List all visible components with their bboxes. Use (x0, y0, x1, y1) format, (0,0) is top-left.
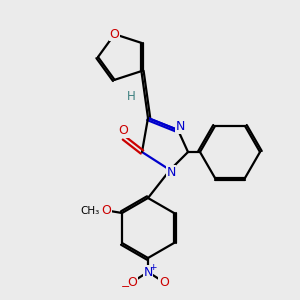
Text: O: O (118, 124, 128, 137)
Text: CH₃: CH₃ (80, 206, 100, 216)
Text: +: + (149, 263, 157, 272)
Text: O: O (110, 28, 119, 41)
Text: N: N (143, 266, 153, 278)
Text: O: O (159, 275, 169, 289)
Text: H: H (127, 90, 135, 103)
Text: O: O (127, 275, 137, 289)
Text: N: N (175, 121, 185, 134)
Text: O: O (101, 205, 111, 218)
Text: N: N (166, 166, 176, 178)
Text: −: − (121, 282, 131, 292)
